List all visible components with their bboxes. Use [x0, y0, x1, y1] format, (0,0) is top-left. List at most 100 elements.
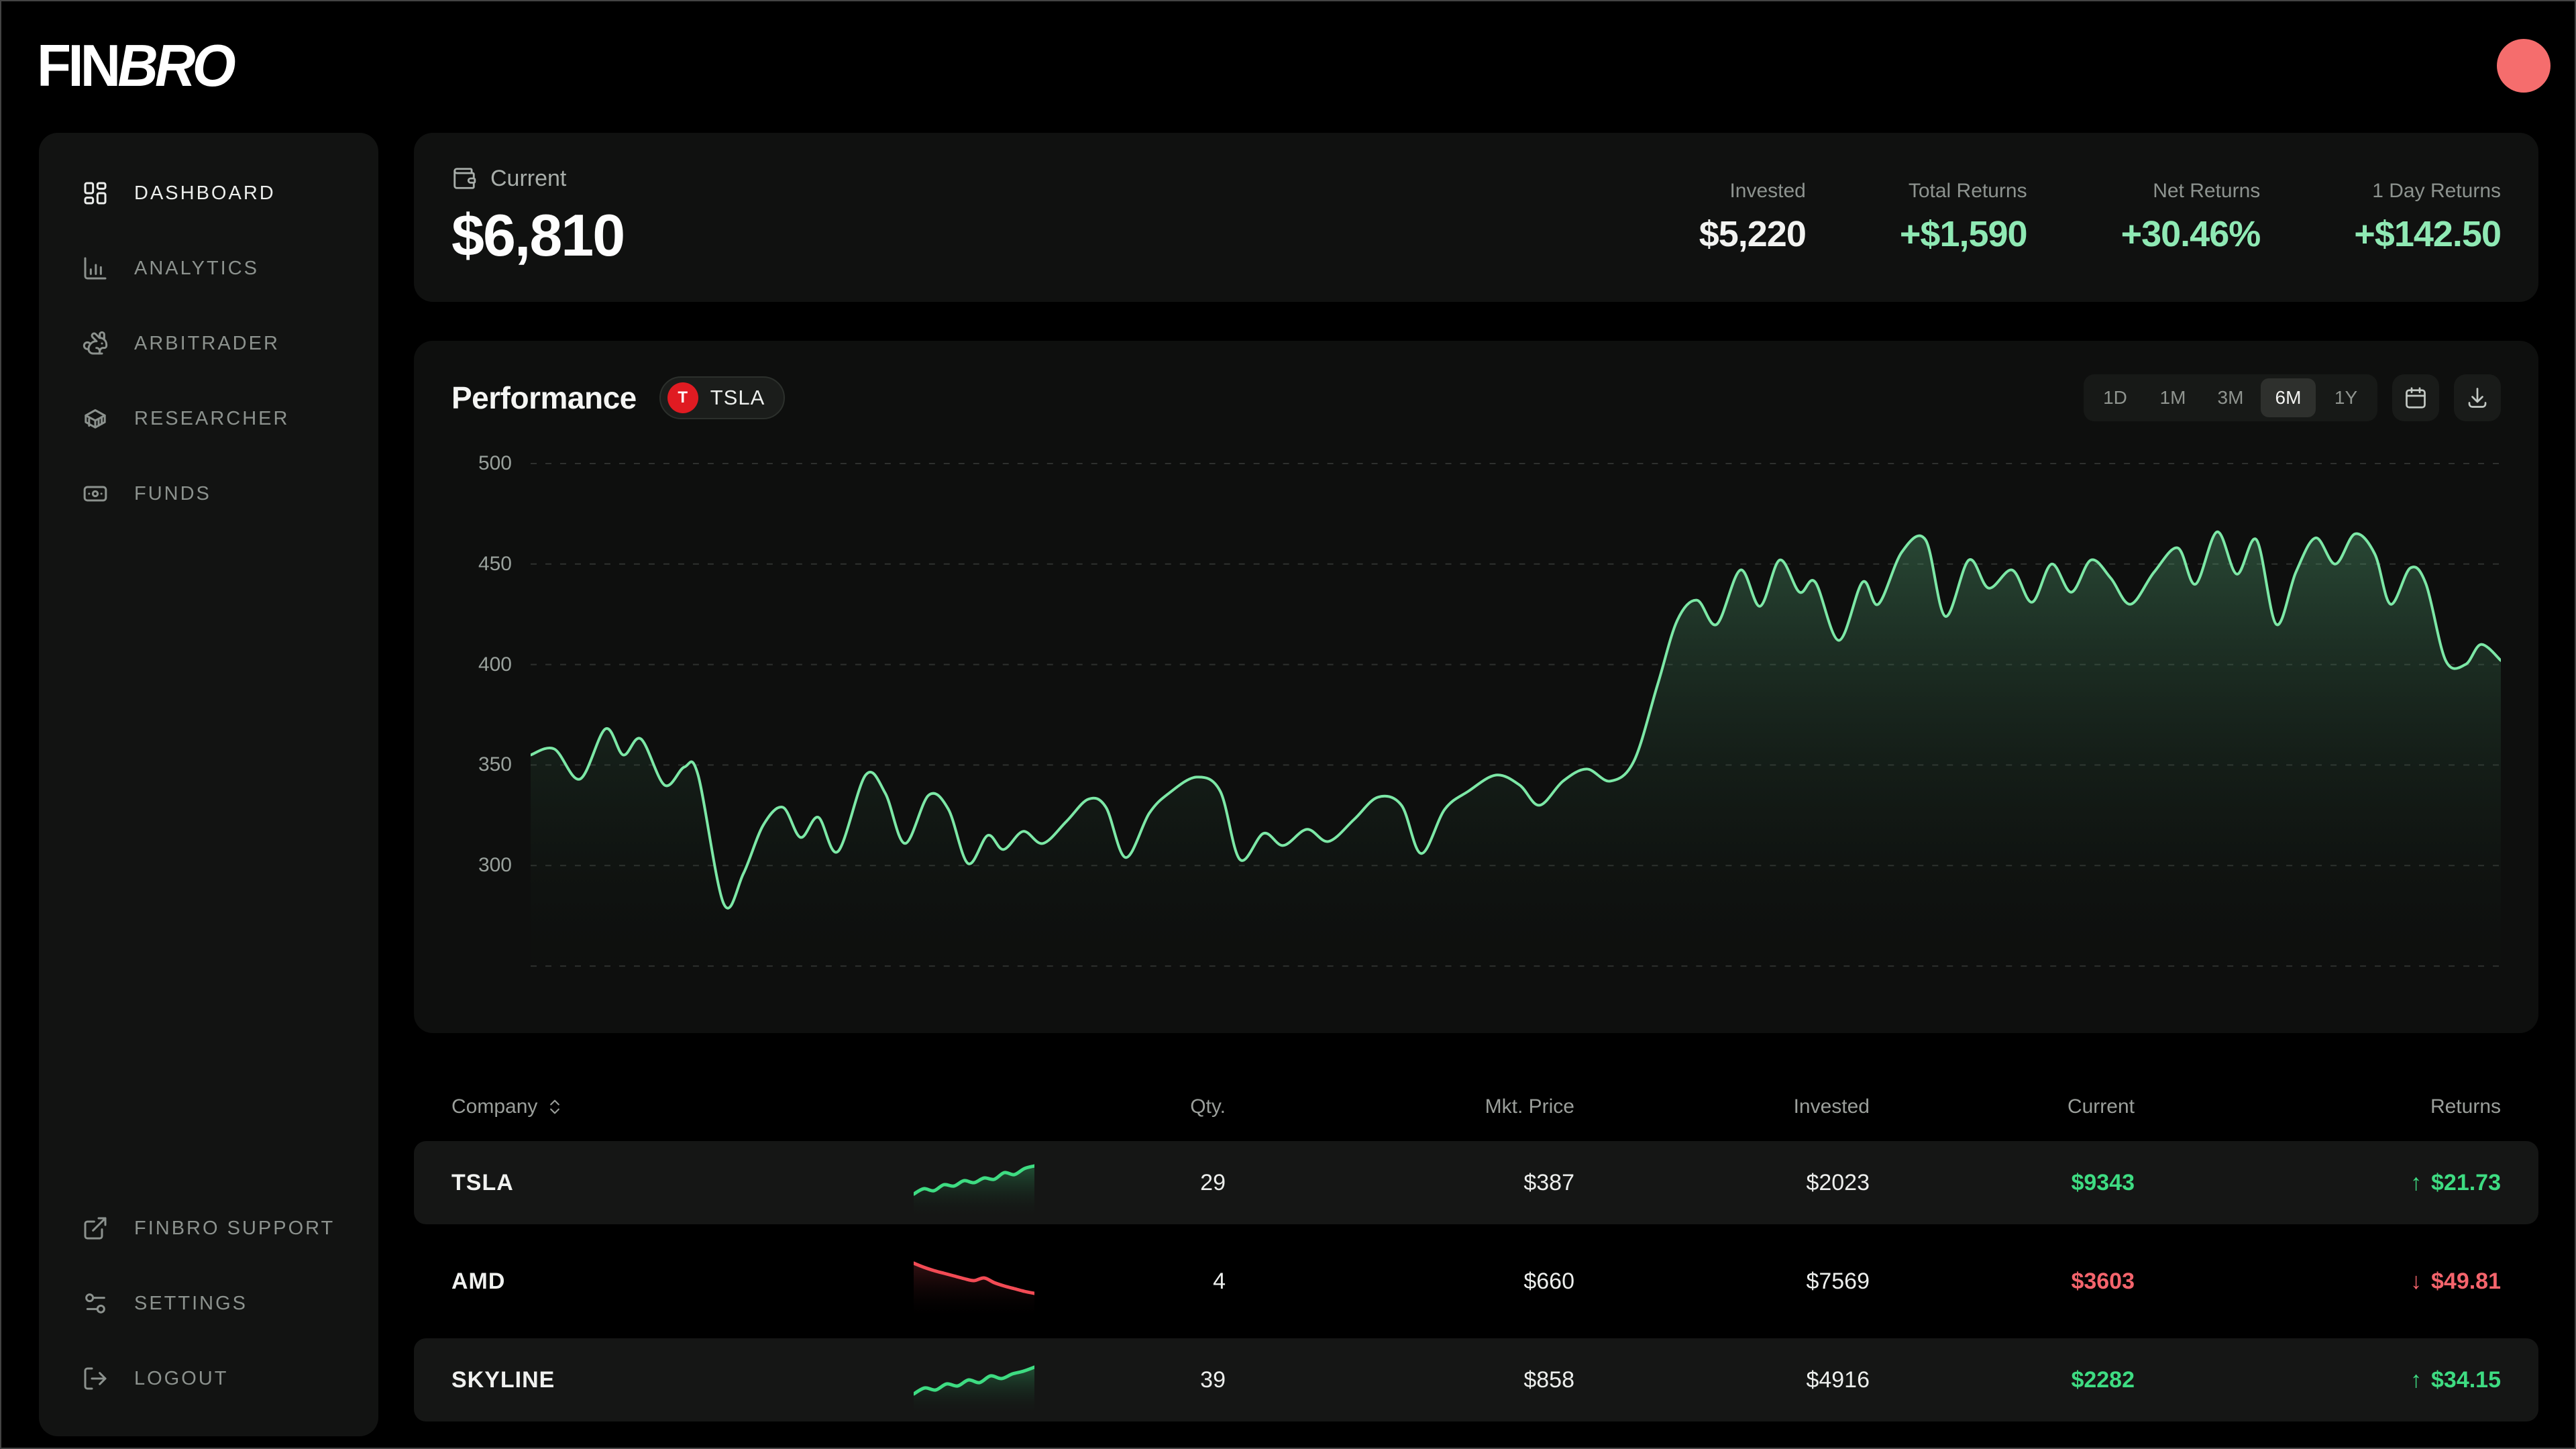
- sparkline-amd: [914, 1261, 1034, 1318]
- invested-value: $2023: [1806, 1169, 1870, 1195]
- logout-icon: [82, 1365, 109, 1392]
- sidebar-item-label: DASHBOARD: [134, 182, 276, 204]
- logo-fin: FIN: [37, 32, 121, 99]
- performance-chart-area: 500 450 400 350 300: [451, 445, 2501, 1002]
- bar-chart-icon: [82, 255, 109, 282]
- calendar-button[interactable]: [2392, 374, 2439, 421]
- external-link-icon: [82, 1215, 109, 1242]
- column-header-company[interactable]: Company: [414, 1095, 910, 1118]
- company-name: AMD: [451, 1268, 506, 1294]
- chart-area-fill: [914, 1263, 1034, 1318]
- wallet-icon: [451, 166, 477, 191]
- sidebar-footer: FINBRO SUPPORT SETTINGS LOGOUT: [82, 1212, 335, 1395]
- sidebar-item-analytics[interactable]: ANALYTICS: [82, 252, 378, 284]
- returns-amount: $21.73: [2431, 1169, 2501, 1195]
- sidebar-item-label: ARBITRADER: [134, 332, 280, 354]
- invested-value: $7569: [1806, 1268, 1870, 1294]
- logo[interactable]: FINBRO: [37, 32, 236, 100]
- stat-value: $5,220: [1699, 214, 1807, 254]
- mkt-price-value: $387: [1523, 1169, 1574, 1195]
- invested-value: $4916: [1806, 1366, 1870, 1393]
- current-label: Current: [490, 165, 567, 191]
- sidebar: DASHBOARD ANALYTICS ARBITRADER RESEARCHE…: [39, 133, 378, 1436]
- column-header-qty: Qty.: [1190, 1095, 1226, 1118]
- stat-value: +30.46%: [2121, 214, 2261, 254]
- sidebar-item-label: FINBRO SUPPORT: [134, 1217, 335, 1239]
- y-axis-label: 500: [478, 452, 512, 474]
- sidebar-item-label: ANALYTICS: [134, 257, 260, 279]
- sidebar-item-logout[interactable]: LOGOUT: [82, 1362, 335, 1395]
- mkt-price-value: $858: [1523, 1366, 1574, 1393]
- stat-total-returns: Total Returns +$1,590: [1899, 180, 2028, 255]
- sidebar-item-researcher[interactable]: RESEARCHER: [82, 402, 378, 435]
- column-label: Company: [451, 1095, 538, 1118]
- range-button-3m[interactable]: 3M: [2203, 378, 2258, 417]
- table-header: Company Qty. Mkt. Price Invested Current…: [414, 1088, 2538, 1126]
- returns-amount: $49.81: [2431, 1268, 2501, 1294]
- current-value: $6,810: [451, 201, 625, 268]
- download-icon: [2465, 386, 2489, 410]
- company-name: SKYLINE: [451, 1366, 555, 1393]
- chart-line: [914, 1164, 1034, 1196]
- sparkline-skyline: [914, 1365, 1034, 1417]
- sidebar-item-dashboard[interactable]: DASHBOARD: [82, 177, 378, 209]
- chart-line: [914, 1261, 1034, 1295]
- column-header-returns: Returns: [2430, 1095, 2501, 1118]
- arrow-up-icon: ↑: [2410, 1169, 2422, 1195]
- chart-line: [914, 1365, 1034, 1396]
- current-value: $2282: [2071, 1366, 2135, 1393]
- download-button[interactable]: [2454, 374, 2501, 421]
- stat-label: Invested: [1729, 180, 1806, 202]
- time-range-selector: 1D 1M 3M 6M 1Y: [2084, 374, 2377, 421]
- ticker-badge-tsla[interactable]: T TSLA: [659, 376, 786, 419]
- stat-label: Total Returns: [1908, 180, 2027, 202]
- summary-card: Current $6,810 Invested $5,220 Total Ret…: [414, 133, 2538, 302]
- column-header-invested: Invested: [1793, 1095, 1870, 1118]
- crate-icon: [82, 405, 109, 432]
- range-button-1d[interactable]: 1D: [2088, 378, 2143, 417]
- qty-value: 29: [1200, 1169, 1226, 1195]
- performance-card: Performance T TSLA 1D 1M 3M 6M 1Y: [414, 341, 2538, 1033]
- column-header-current: Current: [2067, 1095, 2135, 1118]
- logo-bro: BRO: [117, 32, 235, 99]
- sidebar-item-settings[interactable]: SETTINGS: [82, 1287, 335, 1320]
- column-header-mkt-price: Mkt. Price: [1485, 1095, 1574, 1118]
- summary-stats: Invested $5,220 Total Returns +$1,590 Ne…: [1699, 180, 2502, 255]
- sidebar-item-label: SETTINGS: [134, 1292, 248, 1314]
- range-button-1y[interactable]: 1Y: [2318, 378, 2373, 417]
- calendar-icon: [2404, 386, 2428, 410]
- rabbit-icon: [82, 330, 109, 357]
- stat-invested: Invested $5,220: [1699, 180, 1807, 255]
- arrow-down-icon: ↓: [2410, 1268, 2422, 1294]
- table-row-amd[interactable]: AMD 4 $660 $7569 $3603 ↓ $49.81: [414, 1240, 2538, 1323]
- y-axis-label: 450: [478, 552, 512, 575]
- sidebar-item-arbitrader[interactable]: ARBITRADER: [82, 327, 378, 360]
- sidebar-item-label: FUNDS: [134, 482, 211, 504]
- stat-label: 1 Day Returns: [2372, 180, 2501, 202]
- performance-title: Performance: [451, 380, 637, 415]
- y-axis-label: 350: [478, 753, 512, 776]
- sidebar-item-label: LOGOUT: [134, 1367, 229, 1389]
- table-row-tsla[interactable]: TSLA 29 $387 $2023 $9343 ↑ $21.73: [414, 1141, 2538, 1224]
- sidebar-item-funds[interactable]: FUNDS: [82, 478, 378, 510]
- stat-value: +$1,590: [1899, 214, 2028, 254]
- range-button-6m[interactable]: 6M: [2261, 378, 2316, 417]
- holdings-table: Company Qty. Mkt. Price Invested Current…: [414, 1088, 2538, 1421]
- ticker-label: TSLA: [710, 386, 765, 409]
- returns-value: ↓ $49.81: [2135, 1269, 2538, 1295]
- arrow-up-icon: ↑: [2410, 1366, 2422, 1393]
- chart-area-fill: [531, 531, 2501, 1002]
- avatar[interactable]: [2497, 38, 2551, 93]
- table-row-skyline[interactable]: SKYLINE 39 $858 $4916 $2282 ↑ $34.15: [414, 1338, 2538, 1421]
- sparkline-tsla: [914, 1164, 1034, 1220]
- sidebar-item-label: RESEARCHER: [134, 407, 290, 429]
- range-button-1m[interactable]: 1M: [2145, 378, 2200, 417]
- y-axis-label: 300: [478, 854, 512, 877]
- mkt-price-value: $660: [1523, 1268, 1574, 1294]
- stat-1day-returns: 1 Day Returns +$142.50: [2354, 180, 2502, 255]
- chart-area-fill: [914, 1166, 1034, 1220]
- qty-value: 39: [1200, 1366, 1226, 1393]
- sidebar-item-finbro-support[interactable]: FINBRO SUPPORT: [82, 1212, 335, 1244]
- qty-value: 4: [1213, 1268, 1226, 1294]
- tesla-logo-icon: T: [667, 382, 698, 413]
